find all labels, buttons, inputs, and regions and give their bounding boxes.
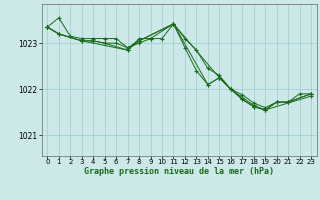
X-axis label: Graphe pression niveau de la mer (hPa): Graphe pression niveau de la mer (hPa) [84, 167, 274, 176]
